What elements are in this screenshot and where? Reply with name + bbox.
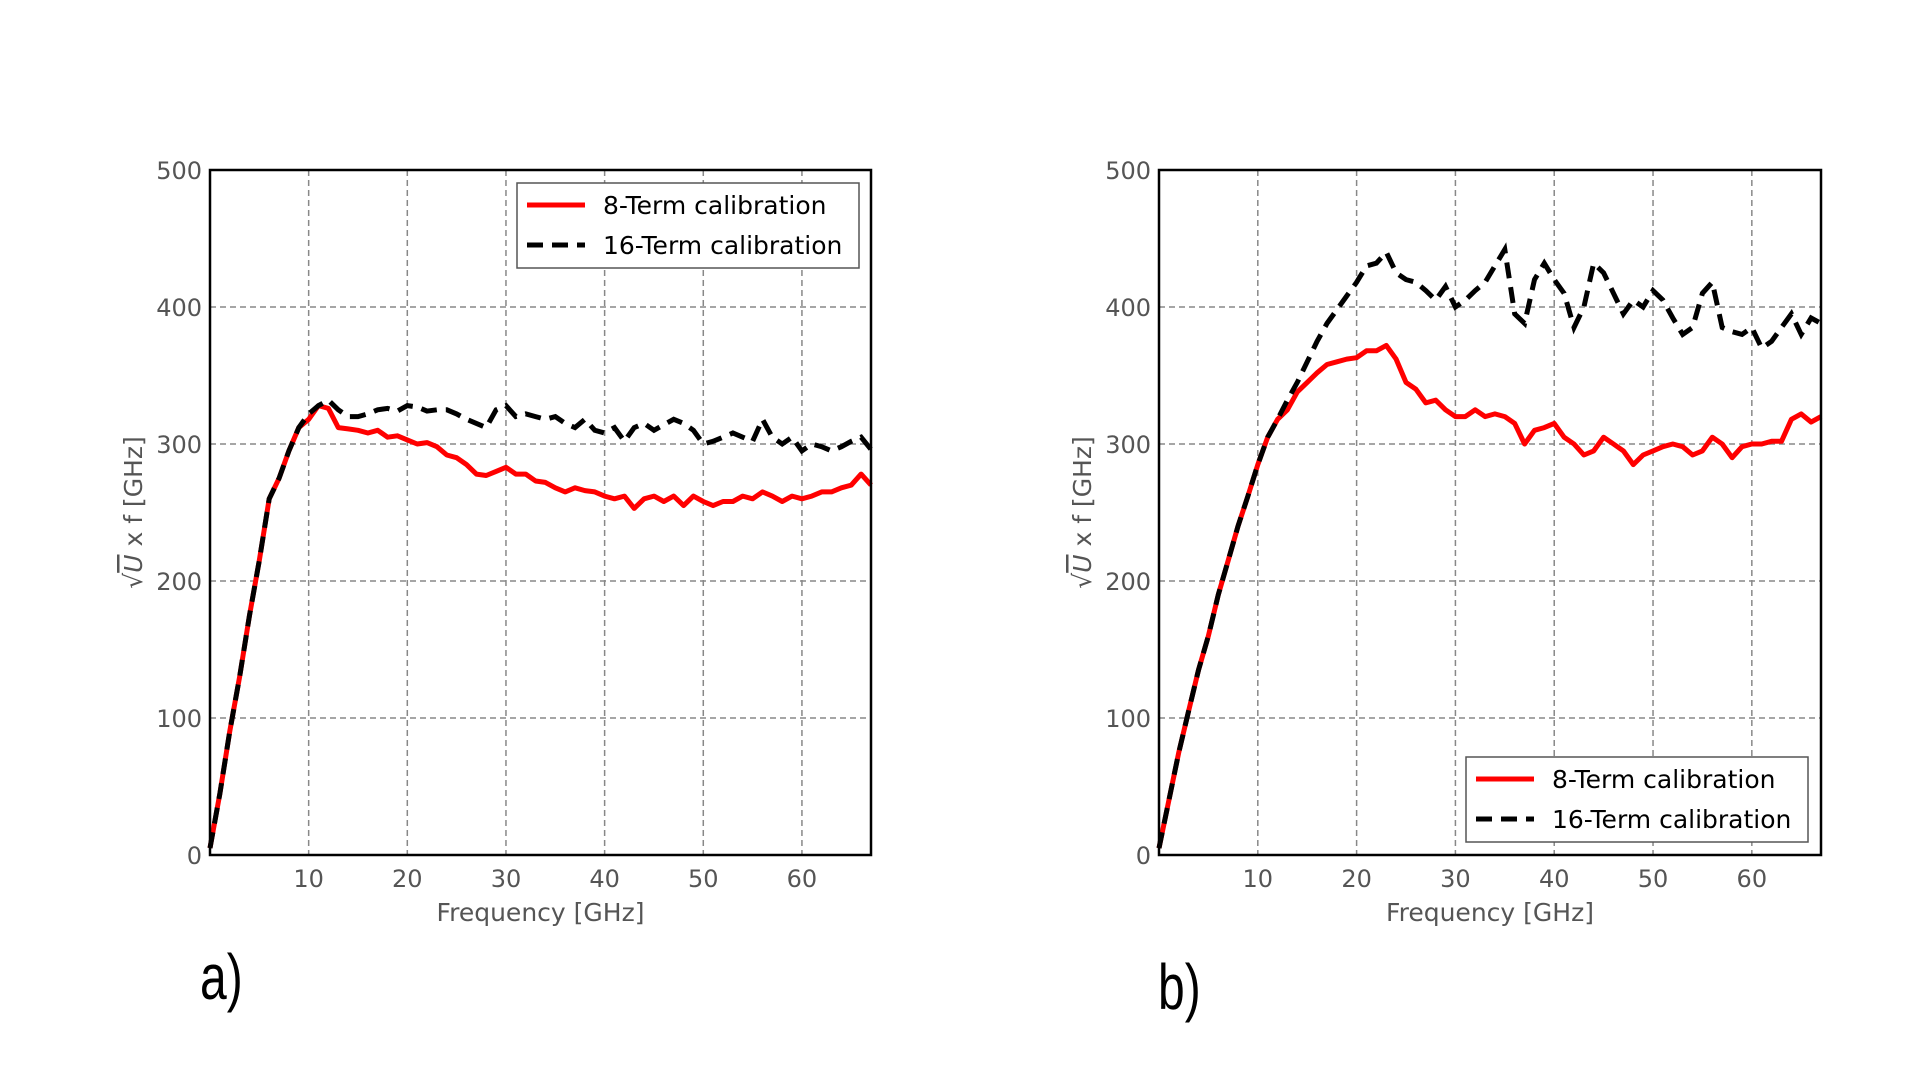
panel-label-b: b): [1158, 951, 1201, 1023]
legend-label: 8-Term calibration: [603, 191, 827, 220]
axes-frame: [1157, 168, 1823, 857]
legend: 8-Term calibration 16-Term calibration: [1465, 756, 1809, 843]
x-tick-label: 10: [293, 865, 324, 893]
x-tick-label: 50: [1638, 865, 1669, 893]
y-label-root: U: [119, 555, 148, 573]
x-axis-label: Frequency [GHz]: [437, 898, 645, 927]
sqrt-symbol: √: [1068, 573, 1097, 589]
y-tick-label: 100: [156, 705, 202, 733]
legend-box: [1465, 756, 1809, 843]
y-tick-label: 400: [156, 294, 202, 322]
x-tick-label: 60: [1737, 865, 1768, 893]
y-label-root: U: [1068, 555, 1097, 573]
x-tick-label: 20: [392, 865, 423, 893]
x-tick-label: 60: [787, 865, 818, 893]
legend: 8-Term calibration 16-Term calibration: [516, 182, 860, 269]
y-label-rest: x f [GHz]: [1068, 436, 1097, 554]
axes-frame: [208, 168, 873, 857]
x-tick-label: 40: [589, 865, 620, 893]
y-tick-label: 200: [156, 568, 202, 596]
legend-label: 16-Term calibration: [1552, 805, 1791, 834]
legend-box: [516, 182, 860, 269]
legend-label: 8-Term calibration: [1552, 765, 1776, 794]
series-line-16-term: [1156, 242, 1823, 849]
y-axis-label: √U x f [GHz]: [1068, 436, 1097, 589]
panel-label-a: a): [200, 941, 243, 1013]
x-axis-label: Frequency [GHz]: [1386, 898, 1594, 927]
series-line-16-term: [207, 397, 873, 849]
sqrt-symbol: √: [119, 573, 148, 589]
y-tick-label: 400: [1105, 294, 1151, 322]
x-tick-label: 40: [1539, 865, 1570, 893]
y-tick-label: 0: [187, 842, 202, 870]
x-tick-label: 30: [491, 865, 522, 893]
y-axis-label: √U x f [GHz]: [119, 436, 148, 589]
chart-b: 10 20 30 40 50 60 0 100 200 300 400 500 Frequency [G…: [1068, 157, 1823, 927]
x-tick-label: 20: [1341, 865, 1372, 893]
chart-a: 10 20 30 40 50 60 0 100 200 300 400 500 Frequency [G…: [119, 157, 873, 927]
y-tick-label: 300: [1105, 431, 1151, 459]
y-tick-label: 500: [156, 157, 202, 185]
y-tick-label: 200: [1105, 568, 1151, 596]
y-label-rest: x f [GHz]: [119, 436, 148, 554]
x-tick-label: 50: [688, 865, 719, 893]
y-tick-label: 0: [1136, 842, 1151, 870]
x-tick-label: 10: [1243, 865, 1274, 893]
y-tick-label: 300: [156, 431, 202, 459]
y-tick-label: 100: [1105, 705, 1151, 733]
legend-label: 16-Term calibration: [603, 231, 842, 260]
y-tick-label: 500: [1105, 157, 1151, 185]
x-tick-label: 30: [1440, 865, 1471, 893]
